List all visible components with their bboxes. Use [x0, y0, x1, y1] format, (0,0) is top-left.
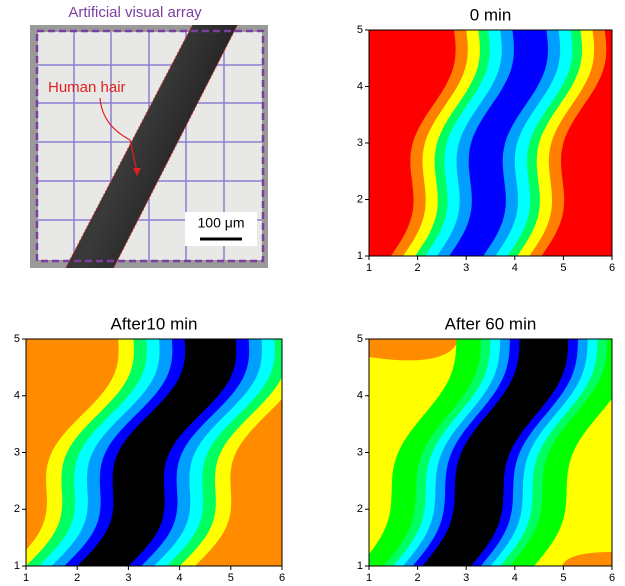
y-tick-label: 5 [14, 333, 20, 345]
x-tick-label: 4 [177, 572, 183, 584]
y-tick-label: 1 [357, 250, 363, 262]
x-tick-label: 5 [560, 572, 566, 584]
x-tick-label: 5 [560, 262, 566, 274]
y-tick-label: 4 [14, 390, 20, 402]
x-tick-label: 4 [512, 262, 518, 274]
y-tick-label: 5 [357, 24, 363, 36]
x-tick-label: 2 [74, 572, 80, 584]
x-tick-label: 3 [463, 572, 469, 584]
x-tick-label: 1 [23, 572, 29, 584]
x-tick-label: 6 [609, 262, 615, 274]
y-tick-label: 3 [357, 137, 363, 149]
y-tick-label: 4 [357, 80, 363, 92]
y-tick-label: 2 [357, 503, 363, 515]
x-tick-label: 6 [279, 572, 285, 584]
x-tick-label: 4 [512, 572, 518, 584]
y-tick-label: 2 [357, 193, 363, 205]
x-tick-label: 1 [366, 572, 372, 584]
x-tick-label: 6 [609, 572, 615, 584]
chart-title: After 60 min [445, 314, 537, 333]
y-tick-label: 3 [357, 446, 363, 458]
contour-field [11, 339, 303, 566]
contour-field [369, 30, 612, 256]
annotation: Human hair [48, 79, 126, 96]
y-tick-label: 1 [357, 560, 363, 572]
figure: Artificial visual array Human hair 100 μ… [0, 0, 625, 586]
x-tick-label: 2 [415, 262, 421, 274]
x-tick-label: 5 [228, 572, 234, 584]
y-tick-label: 1 [14, 560, 20, 572]
contour-field [359, 339, 625, 566]
x-tick-label: 3 [125, 572, 131, 584]
y-tick-label: 2 [14, 503, 20, 515]
x-tick-label: 2 [415, 572, 421, 584]
y-tick-label: 3 [14, 446, 20, 458]
photo-title: Artificial visual array [68, 4, 202, 21]
chart-title: 0 min [470, 5, 512, 24]
photo-panel: Artificial visual array Human hair 100 μ… [30, 4, 268, 275]
chart-title: After10 min [111, 314, 198, 333]
scale-bar-label: 100 μm [198, 215, 245, 231]
y-tick-label: 4 [357, 390, 363, 402]
x-tick-label: 3 [463, 262, 469, 274]
y-tick-label: 5 [357, 333, 363, 345]
x-tick-label: 1 [366, 262, 372, 274]
